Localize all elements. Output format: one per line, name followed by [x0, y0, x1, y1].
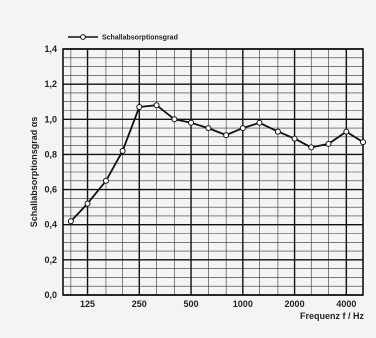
data-point	[205, 125, 212, 132]
legend-marker	[80, 34, 86, 40]
data-point	[343, 128, 350, 135]
data-point	[136, 103, 143, 110]
data-point	[291, 135, 298, 142]
y-tick-label: 0,6	[44, 185, 57, 195]
y-tick-label: 0,4	[44, 220, 57, 230]
y-tick-label: 1,0	[44, 114, 57, 124]
x-tick-label: 2000	[285, 299, 305, 309]
plot-frame	[62, 48, 364, 296]
y-tick-label: 0,0	[44, 290, 57, 300]
minor-gridlines	[63, 49, 363, 295]
y-axis-label: Schallabsorptionsgrad αs	[29, 117, 39, 228]
data-point	[360, 139, 366, 146]
x-axis-label: Frequenz f / Hz	[300, 311, 365, 321]
x-tick-label: 1000	[233, 299, 253, 309]
data-point	[171, 116, 178, 123]
x-tick-label: 500	[184, 299, 199, 309]
data-point	[119, 147, 126, 154]
data-point	[84, 200, 91, 207]
data-point	[67, 218, 74, 225]
x-tick-label: 4000	[336, 299, 356, 309]
data-point	[153, 102, 160, 109]
y-tick-label: 0,8	[44, 149, 57, 159]
data-point	[274, 128, 281, 135]
data-point	[239, 125, 246, 132]
y-tick-label: 0,2	[44, 255, 57, 265]
data-point	[308, 144, 315, 151]
legend-label: Schallabsorptionsgrad	[102, 35, 178, 42]
y-tick-label: 1,4	[44, 44, 57, 54]
y-tick-label: 1,2	[44, 79, 57, 89]
data-point	[223, 132, 230, 139]
x-tick-label: 125	[80, 299, 95, 309]
series-layer	[67, 102, 366, 225]
x-tick-label: 250	[132, 299, 147, 309]
y-tick-labels: 0,0 0,2 0,4 0,6 0,8 1,0 1,2 1,4	[44, 44, 57, 300]
data-point	[102, 177, 109, 184]
data-point	[188, 119, 195, 126]
legend-background	[64, 32, 244, 45]
data-point	[325, 140, 332, 147]
data-point	[256, 119, 263, 126]
x-tick-labels: 125 250 500 1000 2000 4000	[80, 299, 356, 309]
